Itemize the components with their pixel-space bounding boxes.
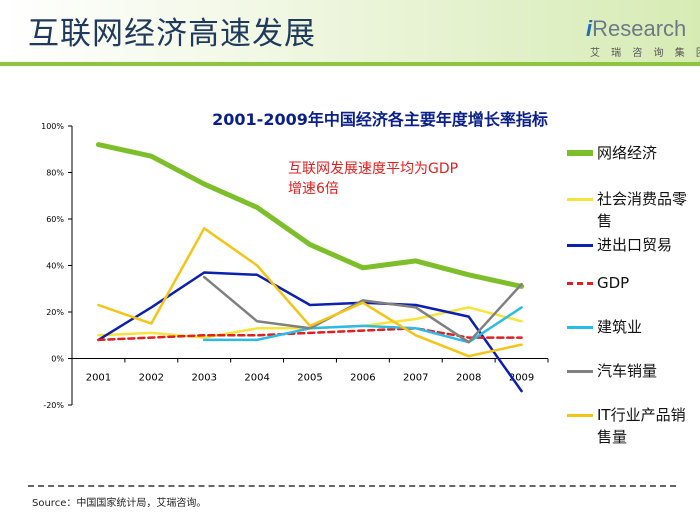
source-note: Source：中国国家统计局，艾瑞咨询。 <box>32 498 207 509</box>
x-tick-label: 2006 <box>350 373 375 384</box>
legend-label: GDP <box>597 274 630 292</box>
legend-label: IT行业产品销售量 <box>597 406 686 446</box>
y-tick-label: 0% <box>51 355 64 364</box>
x-tick-label: 2008 <box>456 373 481 384</box>
y-tick-label: 60% <box>46 215 64 224</box>
x-tick-label: 2002 <box>139 373 164 384</box>
series-line-4 <box>97 327 523 342</box>
series-line-6 <box>202 275 523 344</box>
page-title: 互联网经济高速发展 <box>28 16 316 52</box>
x-tick-label: 2007 <box>403 373 428 384</box>
y-tick-label: 40% <box>46 262 64 271</box>
legend-label: 网络经济 <box>597 144 658 162</box>
series-line-3 <box>97 271 523 393</box>
legend-swatch <box>567 370 593 373</box>
y-tick-label: 20% <box>46 308 64 317</box>
x-tick-label: 2005 <box>297 373 322 384</box>
legend-label: 社会消费品零售 <box>597 190 688 230</box>
annotation-line-1: 互联网发展速度平均为GDP <box>288 161 459 177</box>
y-tick-label: 80% <box>46 169 64 178</box>
legend-swatch <box>567 414 593 417</box>
brand-logo: iResearch <box>586 16 686 42</box>
footer-divider <box>28 485 676 487</box>
header-divider <box>0 62 700 66</box>
legend-swatch <box>567 326 593 329</box>
x-tick-label: 2009 <box>509 373 534 384</box>
chart-annotation: 互联网发展速度平均为GDP 增速6倍 <box>288 159 458 199</box>
series-line-1 <box>95 142 525 289</box>
y-tick-label: 100% <box>41 122 64 131</box>
x-tick-label: 2003 <box>191 373 216 384</box>
y-tick-label: -20% <box>43 401 64 410</box>
legend-label: 进出口贸易 <box>597 236 673 254</box>
brand-logo-text: Research <box>592 16 687 41</box>
legend-label: 汽车销量 <box>597 362 658 380</box>
legend-swatch <box>567 198 593 201</box>
header-band <box>0 0 700 62</box>
chart-title: 2001-2009年中国经济各主要年度增长率指标 <box>212 110 548 129</box>
x-tick-label: 2004 <box>244 373 269 384</box>
brand-logo-i: i <box>586 16 593 41</box>
legend-swatch <box>567 282 593 285</box>
legend-swatch <box>567 244 593 247</box>
brand-subtitle: 艾 瑞 咨 询 集 团 <box>590 48 700 59</box>
series-line-7 <box>97 227 523 358</box>
x-tick-label: 2001 <box>86 373 111 384</box>
legend-swatch <box>567 150 593 156</box>
annotation-line-2: 增速6倍 <box>288 181 339 197</box>
legend-label: 建筑业 <box>597 318 643 336</box>
